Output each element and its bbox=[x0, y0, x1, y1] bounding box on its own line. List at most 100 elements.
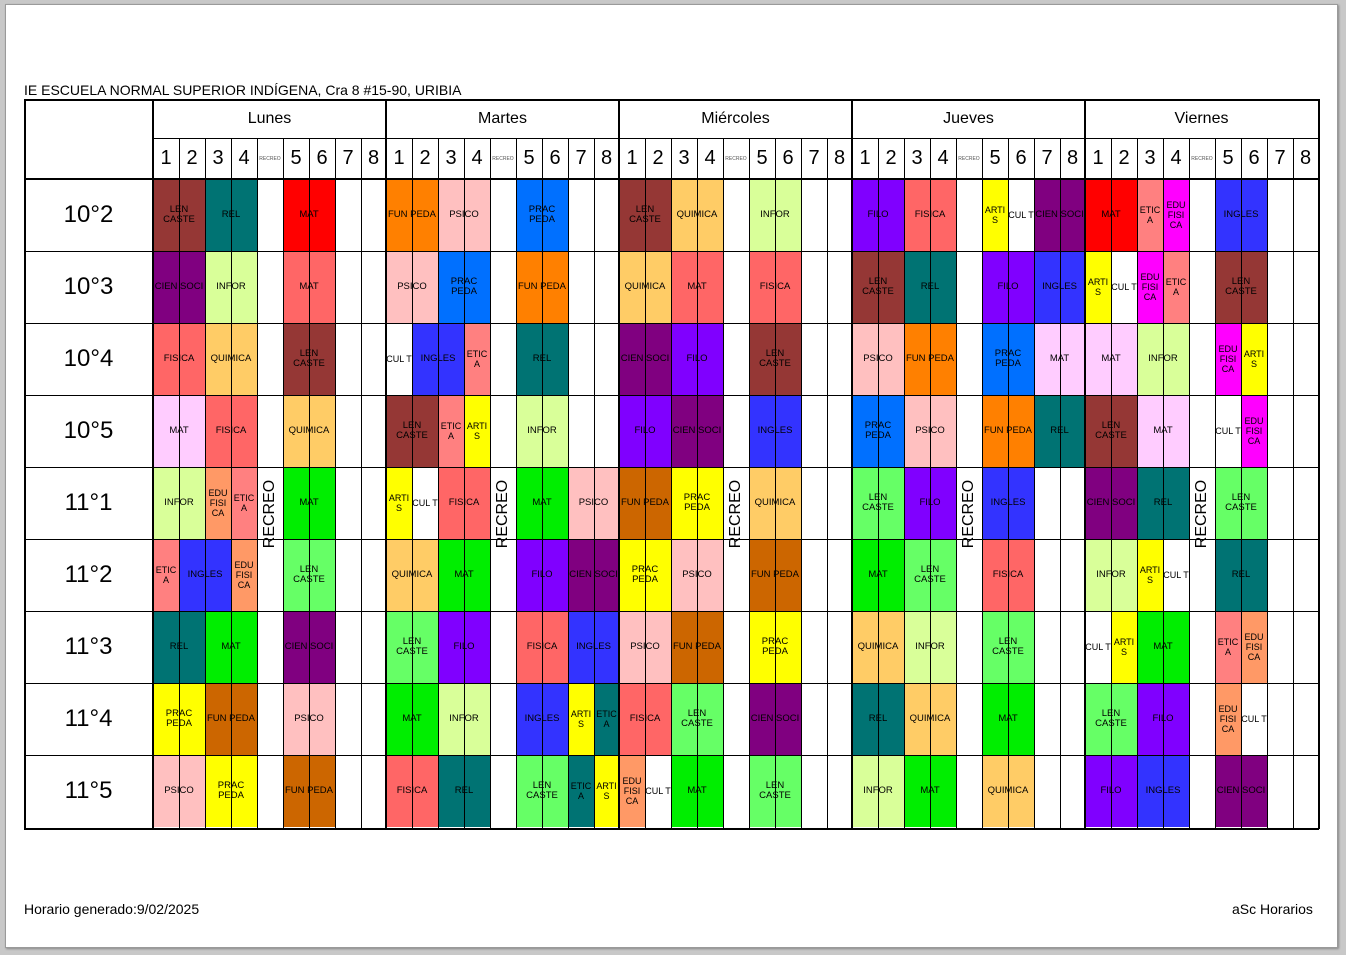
period-number: 6 bbox=[316, 147, 328, 169]
lesson-cell[interactable]: ETIC A bbox=[594, 683, 619, 755]
table-left-border bbox=[24, 99, 26, 829]
slot-divider bbox=[645, 138, 646, 828]
lesson-cell[interactable]: CUL T bbox=[1085, 611, 1111, 683]
lesson-cell[interactable]: EDU FISI CA bbox=[1241, 611, 1267, 683]
day-divider bbox=[385, 99, 387, 828]
lesson-cell[interactable]: ARTI S bbox=[464, 395, 490, 467]
lesson-cell[interactable]: INGLES bbox=[1034, 251, 1085, 323]
period-number: 2 bbox=[1118, 147, 1130, 169]
lesson-cell[interactable]: ETIC A bbox=[153, 539, 179, 611]
period-number: 8 bbox=[600, 147, 613, 169]
lesson-cell[interactable]: ARTI S bbox=[568, 683, 594, 755]
lesson-cell[interactable]: ETIC A bbox=[568, 755, 594, 827]
recreo-period-header: RECREO bbox=[725, 155, 747, 162]
lesson-cell[interactable]: CUL T bbox=[412, 467, 438, 539]
recreo-period-header: RECREO bbox=[259, 155, 281, 162]
day-row-divider bbox=[153, 138, 1318, 139]
slot-divider bbox=[1008, 138, 1009, 828]
class-label: 10°2 bbox=[63, 201, 114, 228]
lesson-cell[interactable]: CIEN SOCI bbox=[568, 539, 619, 611]
period-number: 8 bbox=[1066, 147, 1079, 169]
lesson-cell[interactable]: REL bbox=[1034, 395, 1085, 467]
day-header: Martes bbox=[478, 109, 527, 127]
class-label: 11°1 bbox=[64, 489, 113, 516]
period-number: 7 bbox=[575, 147, 587, 169]
slot-divider bbox=[205, 138, 206, 828]
lesson-cell[interactable]: CUL T bbox=[1241, 683, 1267, 755]
slot-divider bbox=[671, 138, 672, 828]
lesson-cell[interactable]: ETIC A bbox=[438, 395, 464, 467]
period-number: 6 bbox=[1015, 147, 1027, 169]
slot-divider bbox=[335, 138, 336, 828]
lesson-cell[interactable]: EDU FISI CA bbox=[1215, 683, 1241, 755]
lesson-cell[interactable]: EDU FISI CA bbox=[1163, 179, 1189, 251]
period-number: 3 bbox=[445, 147, 457, 169]
period-number: 1 bbox=[393, 147, 405, 169]
lesson-cell[interactable]: ETIC A bbox=[1137, 179, 1163, 251]
period-number: 2 bbox=[885, 147, 897, 169]
class-label: 11°3 bbox=[64, 633, 113, 660]
lesson-cell[interactable]: ARTI S bbox=[1137, 539, 1163, 611]
period-number: 5 bbox=[290, 147, 302, 169]
slot-divider bbox=[309, 138, 310, 828]
slot-divider bbox=[283, 138, 284, 828]
slot-divider bbox=[438, 138, 439, 828]
slot-divider bbox=[1163, 138, 1164, 828]
lesson-cell[interactable]: CIEN SOCI bbox=[1034, 179, 1085, 251]
slot-divider bbox=[1060, 138, 1061, 828]
recreo-label: RECREO bbox=[1189, 179, 1215, 828]
lesson-cell[interactable]: PSICO bbox=[568, 467, 619, 539]
slot-divider bbox=[827, 138, 828, 828]
lesson-cell[interactable]: ARTI S bbox=[1241, 323, 1267, 395]
period-number: 5 bbox=[523, 147, 535, 169]
lesson-cell[interactable]: CUL T bbox=[645, 755, 671, 827]
class-column-divider bbox=[152, 99, 154, 828]
lesson-cell[interactable]: INGLES bbox=[568, 611, 619, 683]
recreo-text: RECREO bbox=[494, 479, 512, 549]
recreo-label: RECREO bbox=[257, 179, 283, 828]
lesson-cell[interactable]: ARTI S bbox=[1085, 251, 1111, 323]
lesson-cell[interactable]: CUL T bbox=[386, 323, 412, 395]
slot-divider bbox=[904, 138, 905, 828]
class-label: 10°4 bbox=[63, 345, 114, 372]
slot-divider bbox=[1034, 138, 1035, 828]
period-number: 8 bbox=[1299, 147, 1312, 169]
period-number: 1 bbox=[1092, 147, 1104, 169]
slot-divider bbox=[878, 138, 879, 828]
period-number: 3 bbox=[1144, 147, 1156, 169]
lesson-cell[interactable]: CUL T bbox=[1163, 539, 1189, 611]
lesson-cell[interactable]: EDU FISI CA bbox=[1215, 323, 1241, 395]
lesson-cell[interactable]: MAT bbox=[1034, 323, 1085, 395]
period-number: 3 bbox=[678, 147, 690, 169]
class-label: 11°4 bbox=[64, 705, 113, 732]
lesson-cell[interactable]: EDU FISI CA bbox=[231, 539, 257, 611]
lesson-cell[interactable]: ARTI S bbox=[594, 755, 619, 827]
lesson-cell[interactable]: ETIC A bbox=[231, 467, 257, 539]
lesson-cell[interactable]: CUL T bbox=[1111, 251, 1137, 323]
slot-divider bbox=[490, 138, 491, 828]
slot-divider bbox=[723, 138, 724, 828]
lesson-cell[interactable]: CUL T bbox=[1215, 395, 1241, 467]
recreo-label: RECREO bbox=[956, 179, 982, 828]
table-top-border bbox=[24, 99, 1318, 101]
slot-divider bbox=[801, 138, 802, 828]
day-header: Viernes bbox=[1174, 109, 1229, 127]
period-number: 4 bbox=[238, 147, 250, 169]
lesson-cell[interactable]: ETIC A bbox=[464, 323, 490, 395]
lesson-cell[interactable]: ARTI S bbox=[1111, 611, 1137, 683]
lesson-cell[interactable]: ETIC A bbox=[1215, 611, 1241, 683]
generated-date: Horario generado:9/02/2025 bbox=[24, 901, 200, 917]
period-number: 2 bbox=[419, 147, 431, 169]
lesson-cell[interactable]: EDU FISI CA bbox=[1241, 395, 1267, 467]
table-right-border bbox=[1318, 99, 1320, 829]
recreo-label: RECREO bbox=[723, 179, 749, 828]
lesson-cell[interactable]: ETIC A bbox=[1163, 251, 1189, 323]
slot-divider bbox=[982, 138, 983, 828]
lesson-cell[interactable]: EDU FISI CA bbox=[619, 755, 645, 827]
lesson-cell[interactable]: EDU FISI CA bbox=[205, 467, 231, 539]
lesson-cell[interactable]: CUL T bbox=[1008, 179, 1034, 251]
lesson-cell[interactable]: ARTI S bbox=[982, 179, 1008, 251]
lesson-cell[interactable]: ARTI S bbox=[386, 467, 412, 539]
lesson-cell[interactable]: EDU FISI CA bbox=[1137, 251, 1163, 323]
